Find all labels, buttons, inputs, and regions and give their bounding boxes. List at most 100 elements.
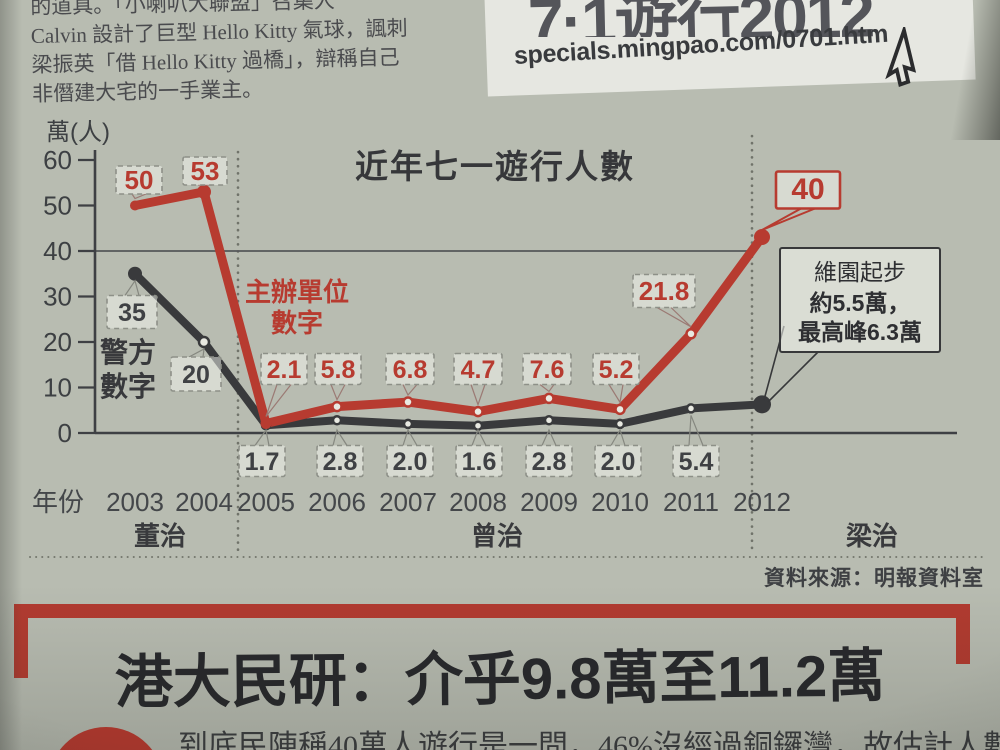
police-point-2012: [753, 395, 771, 414]
police-value-2006: 2.8: [323, 448, 358, 476]
paper-edge-shadow: [948, 0, 1000, 140]
y-tick-label: 0: [58, 418, 72, 448]
organizer-point-2003: [130, 200, 140, 211]
body-text-partial: 到底民陣稱40萬人遊行是一問，46%沒經過銅鑼灣，故估計人數: [178, 730, 1000, 750]
police-value-box-2008: [455, 444, 503, 478]
police-point-2004: [197, 335, 211, 349]
organizer-point-2007: [402, 396, 414, 408]
organizer-series-label: 主辦單位: [245, 277, 349, 307]
callout-tail: [254, 428, 270, 446]
callout-tail: [470, 384, 486, 407]
callout-tail: [539, 384, 555, 393]
year-label-2012: 2012: [733, 487, 791, 517]
organizer-value-box-2006: [314, 352, 362, 386]
organizer-value-2009: 7.6: [530, 356, 565, 384]
callout-tail: [330, 384, 346, 402]
callout-tail: [188, 347, 205, 358]
police-point-2008: [472, 420, 484, 431]
y-tick-label: 30: [43, 282, 72, 312]
organizer-value-2011: 21.8: [639, 276, 690, 306]
callout-tail: [608, 384, 624, 405]
police-value-box-2004: [170, 356, 222, 392]
callout-tail: [124, 279, 140, 296]
organizer-value-2004: 53: [191, 156, 220, 186]
callout-tail: [131, 193, 147, 200]
police-value-2008: 1.6: [462, 448, 497, 476]
callout-tail: [402, 428, 418, 446]
era-label-2: 梁治: [845, 521, 898, 551]
callout-tail: [761, 207, 816, 231]
year-label-2011: 2011: [663, 487, 719, 517]
police-point-2003: [128, 266, 142, 281]
police-series-label: 數字: [100, 370, 156, 402]
callout-tail: [541, 428, 557, 446]
organizer-value-box-2010: [592, 352, 640, 386]
organizer-point-2006: [331, 400, 343, 413]
callout-tail: [402, 384, 418, 397]
callout-tail: [656, 306, 692, 328]
police-point-2010: [614, 418, 626, 430]
callout-tail: [610, 428, 626, 446]
organizer-point-2009: [543, 392, 555, 405]
y-tick-label: 40: [43, 236, 72, 266]
mouse-cursor-icon: [885, 27, 917, 88]
organizer-value-2010: 5.2: [599, 356, 634, 384]
year-label-2009: 2009: [520, 487, 578, 517]
organizer-point-2012: [754, 229, 770, 245]
police-2012-callout-box: [779, 247, 941, 353]
organizer-point-2011: [685, 328, 697, 340]
year-label-2006: 2006: [308, 487, 366, 517]
headline-frame-left: [14, 604, 28, 678]
organizer-value-box-2011: [632, 273, 696, 309]
police-series-label: 警方: [100, 336, 156, 368]
police-value-2011: 5.4: [679, 448, 714, 476]
year-label-2010: 2010: [591, 487, 649, 517]
organizer-value-box-2004: [182, 156, 228, 186]
police-value-2010: 2.0: [601, 448, 636, 476]
police-point-2009: [543, 415, 555, 426]
organizer-value-box-2003: [115, 165, 163, 195]
organizer-value-2003: 50: [125, 165, 154, 195]
police-point-2006: [331, 415, 343, 426]
police-value-box-2003: [106, 294, 158, 330]
police-value-box-2011: [672, 444, 720, 478]
organizer-value-2006: 5.8: [321, 356, 356, 384]
headline-frame-right: [956, 604, 970, 664]
x-axis-label: 年份: [32, 487, 84, 517]
police-point-2007: [402, 418, 414, 430]
source-credit: 資料來源：明報資料室: [764, 567, 984, 590]
organizer-value-2005: 2.1: [267, 356, 302, 384]
police-2012-callout-line: 約5.5萬，: [810, 290, 911, 316]
organizer-value-box-2007: [385, 352, 435, 386]
headline-frame-top: [14, 604, 970, 618]
era-label-0: 董治: [134, 521, 186, 551]
y-tick-label: 20: [43, 327, 72, 357]
callout-tail: [767, 351, 819, 403]
y-tick-label: 60: [43, 145, 72, 175]
police-2012-callout-line: 最高峰6.3萬: [798, 319, 922, 345]
organizer-value-2012: 40: [791, 173, 824, 206]
year-label-2007: 2007: [379, 487, 437, 517]
organizer-point-2004: [197, 184, 211, 199]
organizer-value-2007: 6.8: [393, 356, 428, 384]
organizer-point-2010: [614, 403, 626, 416]
organizer-value-box-2005: [260, 352, 308, 386]
paper-edge-shadow: [0, 0, 22, 750]
year-label-2008: 2008: [449, 487, 507, 517]
year-label-2005: 2005: [237, 487, 295, 517]
police-point-2011: [685, 403, 697, 414]
y-tick-label: 10: [43, 373, 72, 403]
organizer-value-box-2012: [774, 170, 842, 210]
police-value-2007: 2.0: [393, 448, 428, 476]
year-label-2004: 2004: [175, 487, 233, 517]
police-value-box-2007: [386, 444, 434, 478]
year-label-2003: 2003: [106, 487, 164, 517]
callout-tail: [688, 415, 704, 446]
organizer-value-box-2009: [522, 352, 572, 386]
era-label-1: 曾治: [471, 521, 523, 551]
organizer-point-2008: [472, 405, 484, 418]
organizer-line: [130, 187, 767, 428]
organizer-series-label: 數字: [271, 308, 323, 338]
